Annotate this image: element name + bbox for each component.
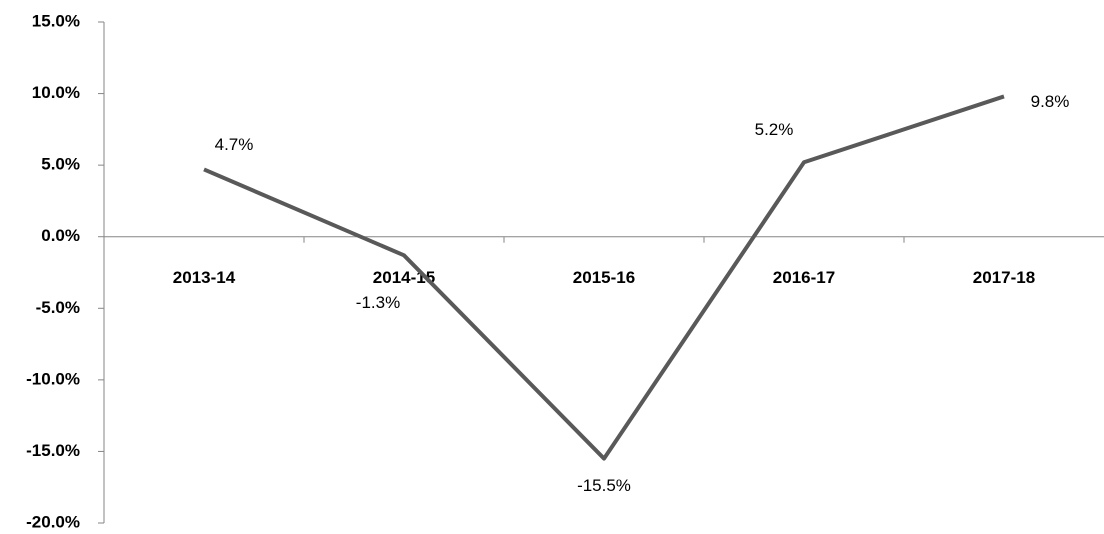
y-tick-label: 5.0%	[41, 155, 80, 174]
data-label: 9.8%	[1031, 92, 1070, 111]
x-tick-label: 2013-14	[173, 268, 236, 287]
y-tick-label: -10.0%	[26, 369, 80, 388]
data-label: 5.2%	[755, 120, 794, 139]
y-tick-label: -20.0%	[26, 512, 80, 531]
y-tick-label: 15.0%	[32, 11, 80, 30]
y-tick-label: 10.0%	[32, 83, 80, 102]
data-label: 4.7%	[215, 135, 254, 154]
x-tick-label: 2015-16	[573, 268, 635, 287]
y-tick-label: 0.0%	[41, 226, 80, 245]
data-line	[203, 94, 1005, 461]
data-label: -15.5%	[577, 476, 631, 495]
x-tick-label: 2016-17	[773, 268, 835, 287]
data-label: -1.3%	[356, 293, 400, 312]
y-tick-label: -15.0%	[26, 441, 80, 460]
y-tick-label: -5.0%	[36, 298, 80, 317]
x-tick-label: 2017-18	[973, 268, 1035, 287]
